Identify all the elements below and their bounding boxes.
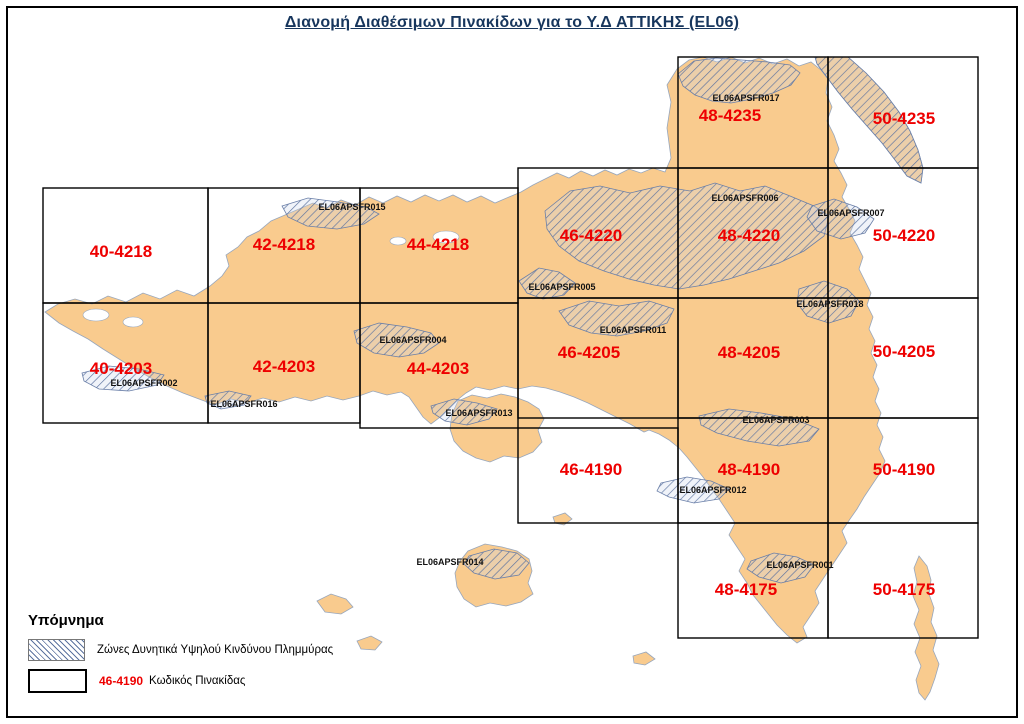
flood-risk-zone: [353, 322, 440, 358]
tile-cell-50-4175: [827, 522, 979, 639]
tile-box-swatch-icon: [28, 669, 87, 693]
flood-zone-swatch-icon: [28, 639, 85, 661]
tile-code-label: 44-4203: [407, 359, 469, 378]
flood-risk-zone: [81, 365, 165, 392]
islet: [356, 635, 383, 651]
flood-risk-zone: [281, 197, 380, 230]
tile-code-label: 44-4218: [407, 235, 469, 254]
tile-code-label: 48-4220: [718, 226, 780, 245]
apsfr-zone-label: EL06APSFR007: [817, 208, 884, 218]
apsfr-zone-label: EL06APSFR018: [796, 299, 863, 309]
tile-code-label: 42-4218: [253, 235, 315, 254]
tile-code-label: 46-4205: [558, 343, 620, 362]
legend-item-tile-code: 46-4190 Κωδικός Πινακίδας: [28, 669, 358, 693]
tile-code-label: 48-4235: [699, 106, 761, 125]
flood-risk-zone: [558, 300, 675, 337]
tile-code-label: 46-4220: [560, 226, 622, 245]
apsfr-zone-label: EL06APSFR011: [600, 325, 667, 335]
lake: [389, 236, 407, 246]
landmass-layer: [44, 56, 940, 701]
flood-risk-zone: [430, 398, 498, 426]
tile-code-label: 48-4175: [715, 580, 777, 599]
tile-code-label: 50-4175: [873, 580, 935, 599]
lake: [82, 308, 110, 322]
apsfr-zone-label: EL06APSFR015: [318, 202, 385, 212]
tile-code-label: 50-4190: [873, 460, 935, 479]
tile-code-label: 40-4203: [90, 359, 152, 378]
flood-risk-zone: [677, 57, 801, 104]
lake: [432, 230, 460, 244]
islet: [316, 593, 354, 615]
legend-item-flood-zone: Ζώνες Δυνητικά Υψηλού Κινδύνου Πλημμύρας: [28, 639, 358, 661]
flood-risk-zone: [204, 390, 252, 410]
apsfr-label-layer: EL06APSFR017 EL06APSFR015 EL06APSFR006 EL06…: [110, 93, 884, 570]
apsfr-zone-label: EL06APSFR012: [679, 485, 746, 495]
tile-code-label: 50-4220: [873, 226, 935, 245]
flood-risk-zone: [656, 476, 730, 504]
tile-code-label: 48-4190: [718, 460, 780, 479]
flood-risk-zone: [544, 182, 830, 290]
apsfr-zone-label: EL06APSFR004: [379, 335, 446, 345]
apsfr-zone-label: EL06APSFR002: [110, 378, 177, 388]
tile-code-label: 48-4205: [718, 343, 780, 362]
legend-tile-code-sample: 46-4190: [99, 674, 144, 688]
flood-zone-label: Ζώνες Δυνητικά Υψηλού Κινδύνου Πλημμύρας: [97, 644, 334, 656]
flood-risk-zone: [463, 548, 530, 580]
legend: Υπόμνημα Ζώνες Δυνητικά Υψηλού Κινδύνου …: [28, 612, 358, 701]
tile-code-label: 46-4190: [560, 460, 622, 479]
apsfr-zone-label: EL06APSFR005: [528, 282, 595, 292]
flood-risk-zone: [746, 552, 815, 584]
islet: [552, 512, 573, 526]
apsfr-zone-label: EL06APSFR006: [711, 193, 778, 203]
islet: [632, 651, 656, 666]
tile-code-label: 42-4203: [253, 357, 315, 376]
flood-risk-zone: [806, 198, 875, 240]
flood-zone-layer: [81, 56, 924, 584]
apsfr-zone-label: EL06APSFR014: [416, 557, 483, 567]
flood-risk-zone: [814, 56, 924, 184]
tile-code-label: 50-4205: [873, 342, 935, 361]
legend-tile-code-label: Κωδικός Πινακίδας: [149, 675, 246, 687]
legend-title: Υπόμνημα: [28, 612, 104, 629]
apsfr-zone-label: EL06APSFR001: [766, 560, 833, 570]
island-makronisos: [912, 555, 940, 701]
tile-code-label: 40-4218: [90, 242, 152, 261]
tile-grid-layer: 48-4235 50-4235 40-4218 42-4218 44-4218 46-42…: [42, 56, 979, 639]
lake: [122, 316, 144, 328]
page-title: Διανομή Διαθέσιμων Πινακίδων για το Υ.Δ …: [284, 14, 740, 31]
tile-code-label: 50-4235: [873, 109, 935, 128]
apsfr-zone-label: EL06APSFR017: [712, 93, 779, 103]
apsfr-zone-label: EL06APSFR016: [210, 399, 277, 409]
apsfr-zone-label: EL06APSFR013: [445, 408, 512, 418]
apsfr-zone-label: EL06APSFR003: [742, 415, 809, 425]
flood-risk-zone: [518, 267, 576, 300]
